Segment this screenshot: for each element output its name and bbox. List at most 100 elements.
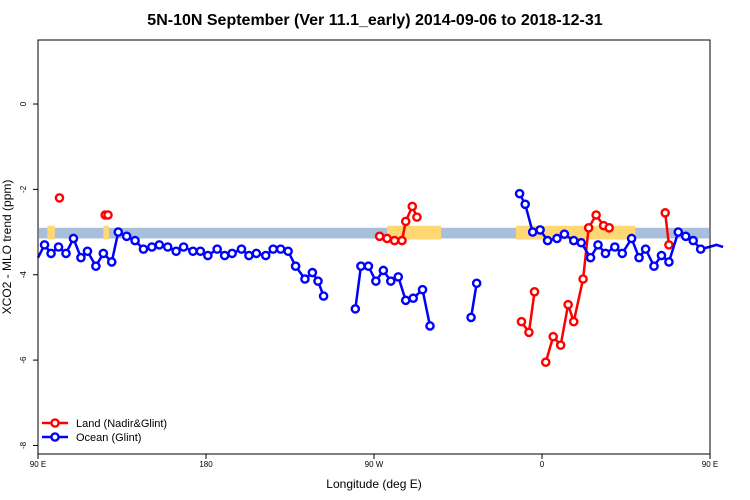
data-point	[660, 208, 671, 218]
reference-band-rect	[39, 227, 709, 239]
data-point	[664, 240, 674, 250]
data-point	[39, 240, 50, 250]
data-point	[695, 244, 706, 254]
x-tick-label: 90 E	[702, 460, 718, 469]
data-point	[162, 242, 173, 252]
data-point	[313, 276, 323, 286]
series-line	[469, 283, 478, 318]
data-point	[520, 199, 531, 210]
data-point	[227, 248, 237, 259]
y-tick-label: -4	[19, 271, 28, 279]
data-point	[527, 227, 538, 237]
data-point	[290, 261, 301, 272]
data-point	[626, 233, 637, 244]
x-tick-label: 180	[199, 460, 213, 469]
data-point	[283, 246, 293, 257]
data-point	[649, 261, 659, 272]
data-point	[98, 248, 109, 259]
data-point	[688, 235, 699, 246]
data-point	[389, 235, 400, 246]
data-point	[600, 248, 611, 259]
data-point	[400, 295, 411, 306]
data-point	[610, 242, 620, 252]
data-point	[559, 229, 570, 239]
data-point	[540, 357, 551, 368]
x-axis: 90 E 180 90 W 0 90 E	[30, 454, 718, 469]
data-point	[54, 193, 65, 203]
legend-marker	[50, 432, 60, 442]
data-point	[188, 246, 198, 257]
data-point	[576, 237, 587, 248]
y-axis-label: XCO2 - MLO trend (ppm)	[0, 180, 14, 315]
data-point	[578, 274, 588, 284]
y-tick-label: 0	[19, 101, 28, 106]
data-point	[400, 216, 411, 227]
x-axis-label: Longitude (deg E)	[326, 477, 421, 491]
data-point	[219, 250, 230, 261]
x-tick-label: 90 E	[30, 460, 46, 469]
data-point	[407, 201, 418, 212]
data-point	[53, 242, 64, 252]
y-axis: 0 -2 -4 -6 -8	[19, 101, 38, 449]
chart-title: 5N-10N September (Ver 11.1_early) 2014-0…	[147, 12, 602, 29]
data-point	[393, 272, 404, 282]
data-point	[103, 210, 113, 220]
data-point	[664, 257, 674, 267]
data-point	[617, 248, 628, 259]
data-point	[425, 321, 435, 331]
data-point	[634, 252, 644, 263]
y-tick-label: -8	[19, 441, 28, 449]
data-point	[593, 240, 603, 250]
x-tick-label: 0	[540, 460, 545, 469]
data-point	[113, 227, 124, 237]
series-0	[54, 193, 674, 368]
legend-marker	[50, 418, 60, 428]
data-point	[154, 240, 165, 250]
series-line	[544, 212, 610, 363]
data-point	[552, 233, 562, 244]
series-layer	[36, 188, 724, 368]
data-point	[524, 327, 534, 338]
data-point	[412, 212, 422, 222]
land-mask-segment	[47, 225, 55, 240]
data-point	[251, 248, 262, 259]
y-tick-label: -2	[19, 185, 28, 193]
data-point	[640, 244, 651, 254]
legend-label: Ocean (Glint)	[76, 432, 141, 444]
data-point	[244, 250, 254, 261]
data-point	[568, 316, 579, 327]
data-point	[195, 246, 206, 257]
y-tick-label: -6	[19, 356, 28, 364]
data-point	[356, 261, 366, 272]
data-point	[371, 276, 381, 286]
data-point	[203, 250, 213, 261]
data-point	[568, 235, 579, 246]
data-point	[374, 231, 385, 242]
data-point	[604, 222, 615, 233]
data-point	[382, 233, 392, 244]
data-point	[471, 278, 482, 289]
data-point	[417, 284, 428, 295]
data-point	[318, 291, 329, 301]
data-point	[300, 274, 310, 284]
data-point	[82, 246, 93, 257]
data-point	[307, 267, 318, 278]
data-point	[514, 188, 525, 199]
data-point	[555, 340, 566, 350]
data-point	[350, 304, 361, 314]
data-point	[106, 257, 117, 267]
data-point	[46, 248, 56, 259]
series-1	[36, 188, 724, 331]
data-point	[236, 244, 247, 254]
reference-band	[39, 227, 709, 239]
data-point	[61, 248, 71, 259]
data-point	[91, 261, 101, 272]
land-mask-segment	[103, 225, 109, 240]
data-point	[385, 276, 396, 286]
legend-label: Land (Nadir&Glint)	[76, 418, 167, 430]
data-point	[656, 250, 667, 261]
data-point	[76, 252, 86, 263]
data-point	[397, 235, 407, 246]
data-point	[378, 265, 389, 276]
